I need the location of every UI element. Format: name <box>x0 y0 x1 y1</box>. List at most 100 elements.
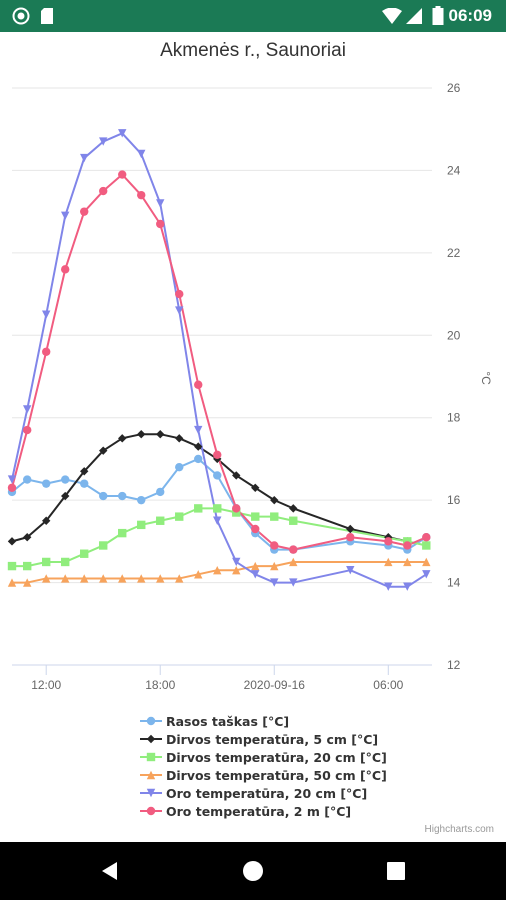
data-point-series-3[interactable] <box>175 512 184 521</box>
legend-item-1[interactable]: Rasos taškas [°C] <box>140 712 460 730</box>
home-icon[interactable] <box>238 856 268 886</box>
data-point-series-4[interactable] <box>384 557 393 567</box>
data-point-series-2[interactable] <box>270 495 279 505</box>
data-point-series-6[interactable] <box>194 380 203 389</box>
data-point-series-6[interactable] <box>289 545 298 554</box>
data-point-series-5[interactable] <box>156 199 165 208</box>
data-point-series-3[interactable] <box>99 541 108 550</box>
data-point-series-4[interactable] <box>7 578 17 587</box>
data-point-series-5[interactable] <box>403 582 412 591</box>
data-point-series-5[interactable] <box>99 137 108 146</box>
data-point-series-2[interactable] <box>99 446 108 455</box>
legend-marker[interactable] <box>146 716 156 726</box>
data-point-series-4[interactable] <box>118 574 127 583</box>
data-point-series-3[interactable] <box>118 528 127 538</box>
data-point-series-1[interactable] <box>61 475 70 484</box>
data-point-series-1[interactable] <box>23 475 32 484</box>
data-point-series-3[interactable] <box>289 516 298 525</box>
data-point-series-3[interactable] <box>251 512 260 521</box>
data-point-series-4[interactable] <box>175 574 184 583</box>
legend-item-2[interactable]: Dirvos temperatūra, 5 cm [°C] <box>140 730 460 748</box>
data-point-series-6[interactable] <box>175 289 184 299</box>
data-point-series-5[interactable] <box>232 557 241 567</box>
data-point-series-6[interactable] <box>213 450 222 460</box>
data-point-series-1[interactable] <box>118 491 127 501</box>
data-point-series-4[interactable] <box>23 578 32 587</box>
data-point-series-6[interactable] <box>346 533 355 542</box>
data-point-series-5[interactable] <box>175 306 184 315</box>
data-point-series-5[interactable] <box>80 153 89 163</box>
legend-marker[interactable] <box>146 806 156 816</box>
data-point-series-6[interactable] <box>137 190 146 200</box>
legend-marker[interactable] <box>146 734 156 744</box>
data-point-series-4[interactable] <box>61 574 70 583</box>
legend-marker[interactable] <box>146 788 156 798</box>
legend-item-3[interactable]: Dirvos temperatūra, 20 cm [°C] <box>140 748 460 766</box>
data-point-series-6[interactable] <box>232 504 241 513</box>
data-point-series-1[interactable] <box>194 454 203 464</box>
data-point-series-5[interactable] <box>42 310 51 319</box>
highcharts-credits[interactable]: Highcharts.com <box>424 824 494 835</box>
data-point-series-4[interactable] <box>270 561 279 571</box>
data-point-series-2[interactable] <box>346 524 355 534</box>
data-point-series-2[interactable] <box>156 430 165 439</box>
data-point-series-4[interactable] <box>99 574 108 583</box>
data-point-series-3[interactable] <box>156 516 165 525</box>
data-point-series-2[interactable] <box>251 483 260 492</box>
data-point-series-6[interactable] <box>384 537 393 546</box>
data-point-series-1[interactable] <box>175 462 184 472</box>
data-point-series-2[interactable] <box>80 467 89 476</box>
data-point-series-3[interactable] <box>137 520 146 530</box>
legend-item-6[interactable]: Oro temperatūra, 2 m [°C] <box>140 802 460 820</box>
data-point-series-6[interactable] <box>403 541 412 550</box>
data-point-series-3[interactable] <box>61 557 70 567</box>
data-point-series-1[interactable] <box>213 471 222 480</box>
data-point-series-6[interactable] <box>99 186 108 196</box>
data-point-series-1[interactable] <box>99 491 108 501</box>
data-point-series-6[interactable] <box>251 524 260 534</box>
data-point-series-6[interactable] <box>61 265 70 274</box>
data-point-series-5[interactable] <box>251 570 260 579</box>
data-point-series-4[interactable] <box>156 574 165 583</box>
data-point-series-5[interactable] <box>289 578 298 587</box>
data-point-series-3[interactable] <box>270 512 279 521</box>
data-point-series-6[interactable] <box>118 170 127 179</box>
data-point-series-5[interactable] <box>137 149 146 159</box>
data-point-series-6[interactable] <box>7 483 17 492</box>
data-point-series-6[interactable] <box>23 425 32 435</box>
data-point-series-2[interactable] <box>289 504 298 513</box>
data-point-series-5[interactable] <box>422 570 431 579</box>
data-point-series-4[interactable] <box>137 574 146 583</box>
data-point-series-2[interactable] <box>137 430 146 439</box>
data-point-series-1[interactable] <box>80 479 89 488</box>
data-point-series-4[interactable] <box>251 561 260 571</box>
data-point-series-6[interactable] <box>270 541 279 550</box>
data-point-series-1[interactable] <box>42 479 51 488</box>
data-point-series-4[interactable] <box>42 574 51 583</box>
data-point-series-4[interactable] <box>289 557 298 567</box>
data-point-series-3[interactable] <box>7 561 17 571</box>
data-point-series-5[interactable] <box>7 475 17 484</box>
data-point-series-5[interactable] <box>213 516 222 525</box>
legend-item-5[interactable]: Oro temperatūra, 20 cm [°C] <box>140 784 460 802</box>
series-line-5[interactable] <box>11 132 428 588</box>
data-point-series-2[interactable] <box>7 537 17 546</box>
data-point-series-4[interactable] <box>422 557 431 567</box>
back-icon[interactable] <box>95 856 125 886</box>
data-point-series-5[interactable] <box>270 578 279 587</box>
data-point-series-3[interactable] <box>23 561 32 571</box>
data-point-series-6[interactable] <box>42 347 51 356</box>
data-point-series-3[interactable] <box>194 504 203 513</box>
data-point-series-2[interactable] <box>118 434 127 443</box>
data-point-series-2[interactable] <box>42 516 51 525</box>
recents-icon[interactable] <box>381 856 411 886</box>
data-point-series-1[interactable] <box>137 495 146 505</box>
data-point-series-4[interactable] <box>403 557 412 567</box>
data-point-series-6[interactable] <box>80 207 89 216</box>
data-point-series-4[interactable] <box>80 574 89 583</box>
data-point-series-5[interactable] <box>118 129 127 138</box>
series-line-6[interactable] <box>11 173 428 551</box>
data-point-series-4[interactable] <box>232 566 241 575</box>
data-point-series-2[interactable] <box>175 434 184 443</box>
data-point-series-5[interactable] <box>23 405 32 414</box>
